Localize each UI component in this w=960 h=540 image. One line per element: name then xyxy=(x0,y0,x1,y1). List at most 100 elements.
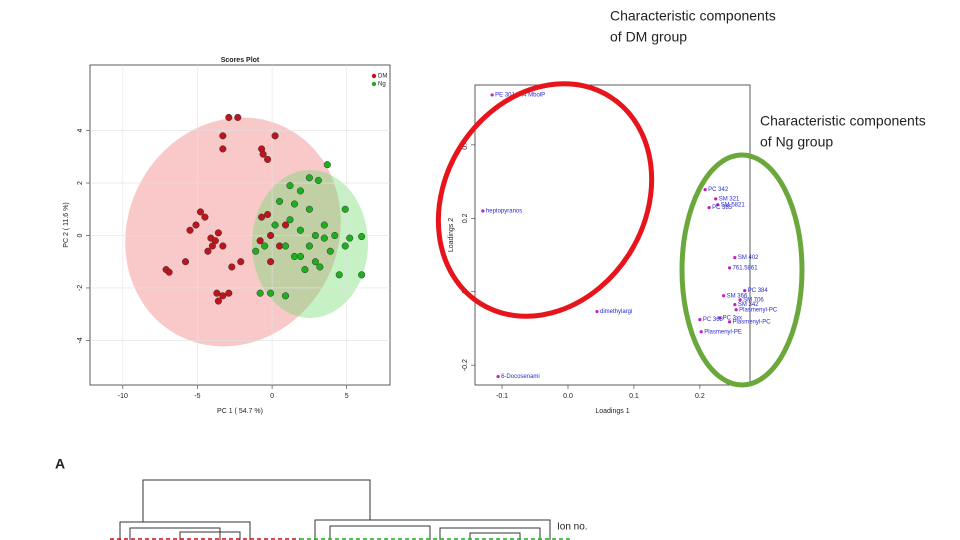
y-axis-label: PC 2 ( 11.6 %) xyxy=(63,202,70,247)
annotation: of DM group xyxy=(610,29,687,45)
point xyxy=(286,182,294,190)
annotation: Characteristic components xyxy=(760,113,926,129)
point-label: SM 5821 xyxy=(721,202,746,208)
point xyxy=(281,221,290,229)
point xyxy=(225,113,233,122)
point xyxy=(320,221,328,229)
scores-plot: -10 -5 0 5 -4 -2 0 2 4 Scores Plot PC 1 ( 54.7 %) P… xyxy=(63,57,390,415)
y-tick-label: 4 xyxy=(77,129,84,133)
point xyxy=(335,271,343,279)
point xyxy=(225,289,233,297)
y-tick-label: 0.4 xyxy=(462,140,469,150)
point xyxy=(165,268,173,276)
point-label: PC 384 xyxy=(748,288,769,294)
chart-title: Scores Plot xyxy=(221,57,260,64)
point xyxy=(256,289,264,297)
x-tick-label: 0.0 xyxy=(563,393,573,400)
point xyxy=(314,176,322,184)
point xyxy=(281,242,290,250)
point xyxy=(305,242,313,250)
point xyxy=(311,231,319,240)
point xyxy=(496,374,500,379)
point xyxy=(326,247,334,255)
y-tick-label: -2 xyxy=(77,285,84,291)
point-label: PC 3xx xyxy=(723,315,742,321)
legend-swatch xyxy=(371,73,377,79)
point-label: PC 368 xyxy=(703,317,724,323)
x-tick-label: -5 xyxy=(194,393,200,400)
dendrogram xyxy=(119,479,551,540)
point xyxy=(271,132,279,140)
point xyxy=(214,297,222,305)
annotation: Characteristic components xyxy=(610,8,776,24)
x-axis-label: Loadings 1 xyxy=(595,408,629,415)
point xyxy=(267,231,275,240)
y-tick-label: -0.2 xyxy=(462,359,469,371)
point xyxy=(699,330,703,334)
point xyxy=(211,237,219,245)
point xyxy=(219,242,227,250)
point xyxy=(271,221,279,229)
point xyxy=(267,289,275,297)
confidence-ellipse xyxy=(125,117,341,347)
x-tick-label: 0.2 xyxy=(695,393,705,400)
point xyxy=(186,226,194,234)
point xyxy=(264,155,272,163)
point xyxy=(214,229,222,237)
annotation: of Ng group xyxy=(760,134,833,150)
point xyxy=(208,242,216,250)
dendrogram-label: Ion no. xyxy=(557,522,588,533)
point-label: heptopyranos xyxy=(486,209,522,215)
point-label: PC 342 xyxy=(708,187,729,193)
point xyxy=(252,247,260,255)
x-axis-label: PC 1 ( 54.7 %) xyxy=(217,408,263,415)
point xyxy=(237,258,245,266)
x-tick-label: -10 xyxy=(118,393,128,400)
point xyxy=(213,289,221,297)
ng-highlight xyxy=(679,152,805,388)
point xyxy=(311,258,319,266)
point xyxy=(703,188,707,192)
point xyxy=(490,93,494,97)
y-tick-label: 2 xyxy=(77,181,84,185)
point-label: SM 342 xyxy=(738,302,759,308)
point xyxy=(714,197,718,201)
point xyxy=(346,234,354,242)
point xyxy=(722,294,726,298)
point xyxy=(323,161,331,169)
point xyxy=(290,252,299,261)
legend-swatch xyxy=(371,81,377,87)
point xyxy=(341,242,349,250)
point-label: 761.5861 xyxy=(733,265,759,271)
point xyxy=(261,242,269,250)
point xyxy=(296,187,304,195)
x-tick-label: 0 xyxy=(270,393,274,400)
point xyxy=(320,234,328,242)
point xyxy=(331,231,339,240)
point xyxy=(258,213,266,221)
point xyxy=(290,200,299,208)
point xyxy=(358,232,366,241)
point xyxy=(219,145,227,153)
y-tick-label: -4 xyxy=(77,337,84,343)
point xyxy=(734,308,738,312)
point-label: SM 402 xyxy=(738,255,759,261)
point xyxy=(718,316,722,320)
y-axis-label: Loadings 2 xyxy=(448,218,455,252)
point xyxy=(259,150,267,158)
point-label: Plasmenyl-PE xyxy=(704,329,742,335)
point xyxy=(276,197,284,205)
point xyxy=(296,226,304,234)
point-label: 6-Docosenami xyxy=(501,374,540,380)
point xyxy=(234,113,242,122)
point xyxy=(301,266,309,274)
point-label: PC 385 xyxy=(712,205,733,211)
point xyxy=(219,292,227,300)
point-label: SM 706 xyxy=(743,297,764,303)
point xyxy=(296,252,304,261)
point-label: Plasmenyl-PC xyxy=(739,307,778,313)
panel-label: A xyxy=(55,456,65,472)
point xyxy=(733,255,737,260)
point xyxy=(707,206,711,210)
